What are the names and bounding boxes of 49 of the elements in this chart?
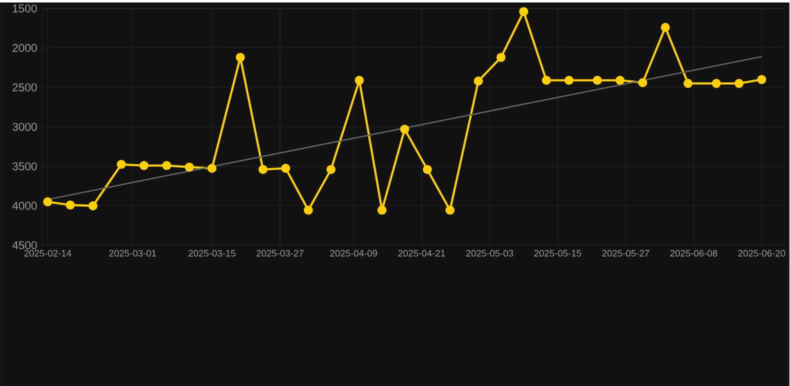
point xyxy=(207,164,217,173)
x-tick-label: 2025-05-03 xyxy=(466,250,514,256)
point xyxy=(304,206,313,215)
point xyxy=(734,78,744,88)
point xyxy=(474,76,483,86)
y-tick-label: 1500 xyxy=(12,4,37,12)
point xyxy=(519,7,528,16)
point xyxy=(116,160,126,169)
y-tick-label: 3000 xyxy=(12,122,37,131)
point xyxy=(496,52,506,62)
y-tick-label: 4500 xyxy=(12,241,37,250)
point xyxy=(66,200,75,210)
point xyxy=(326,164,336,174)
x-tick-label: 2025-06-08 xyxy=(670,250,718,256)
point xyxy=(422,164,432,174)
x-tick-label: 2025-06-20 xyxy=(738,250,786,256)
x-tick-label: 2025-02-14 xyxy=(24,250,72,256)
point xyxy=(377,206,387,215)
point xyxy=(184,162,194,172)
point xyxy=(43,197,52,206)
point xyxy=(638,78,648,88)
point xyxy=(139,160,149,170)
point xyxy=(564,76,574,85)
point xyxy=(162,160,172,170)
point xyxy=(236,52,245,62)
x-tick-label: 2025-03-27 xyxy=(256,250,304,256)
point xyxy=(660,22,670,32)
point xyxy=(592,76,602,85)
x-tick-label: 2025-05-15 xyxy=(534,250,582,256)
x-tick-label: 2025-04-21 xyxy=(398,250,446,256)
point xyxy=(712,78,721,88)
point xyxy=(88,201,98,210)
y-tick-label: 3500 xyxy=(12,162,37,170)
point xyxy=(615,76,625,85)
x-tick-label: 2025-04-09 xyxy=(330,250,378,256)
point xyxy=(354,76,364,85)
point xyxy=(542,76,551,85)
x-tick-label: 2025-03-15 xyxy=(188,250,236,256)
point xyxy=(258,164,268,174)
y-tick-label: 4000 xyxy=(12,202,37,210)
y-tick-label: 2000 xyxy=(12,44,37,52)
point xyxy=(445,206,455,215)
point xyxy=(757,74,766,84)
point xyxy=(281,164,290,173)
y-tick-label: 2500 xyxy=(12,83,37,92)
x-tick-label: 2025-05-27 xyxy=(602,250,650,256)
point xyxy=(400,124,410,134)
x-tick-label: 2025-03-01 xyxy=(109,250,156,256)
point xyxy=(684,78,693,88)
